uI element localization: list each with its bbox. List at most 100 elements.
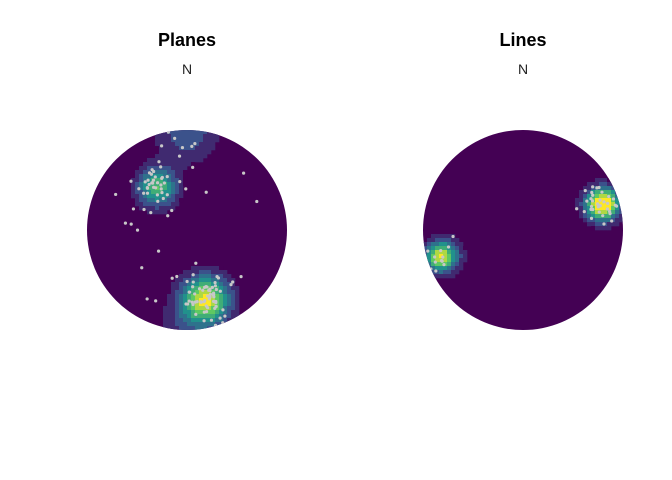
density-cell bbox=[139, 206, 144, 211]
density-cell bbox=[447, 258, 452, 263]
density-cell bbox=[163, 166, 168, 171]
density-cell bbox=[179, 294, 184, 299]
data-point bbox=[589, 197, 593, 201]
density-cell bbox=[231, 310, 236, 315]
density-cell bbox=[619, 210, 623, 215]
density-cell bbox=[179, 298, 184, 303]
density-cell bbox=[599, 178, 604, 183]
density-cell bbox=[167, 142, 172, 147]
density-cell bbox=[171, 190, 176, 195]
density-cell bbox=[139, 166, 144, 171]
density-cell bbox=[603, 218, 608, 223]
density-cell bbox=[195, 266, 200, 271]
density-cell bbox=[163, 198, 168, 203]
chart-title: Planes bbox=[157, 30, 217, 50]
density-cell bbox=[587, 186, 592, 191]
density-cell bbox=[175, 146, 180, 151]
density-cell bbox=[211, 266, 216, 271]
density-cell bbox=[199, 314, 204, 319]
density-cell bbox=[139, 174, 144, 179]
density-cell bbox=[195, 322, 200, 327]
density-cell bbox=[135, 198, 140, 203]
density-cell bbox=[187, 278, 192, 283]
density-cell bbox=[215, 302, 220, 307]
data-point bbox=[160, 191, 164, 195]
density-cell bbox=[175, 322, 180, 327]
density-cell bbox=[163, 314, 168, 319]
density-cell bbox=[175, 310, 180, 315]
density-cell bbox=[207, 322, 212, 327]
density-cell bbox=[203, 278, 208, 283]
density-cell bbox=[155, 142, 160, 147]
data-point bbox=[159, 165, 163, 169]
density-cell bbox=[423, 262, 428, 267]
density-cell bbox=[143, 170, 148, 175]
density-cell bbox=[199, 270, 204, 275]
density-cell bbox=[607, 190, 612, 195]
density-cell bbox=[171, 286, 176, 291]
density-cell bbox=[163, 130, 168, 135]
density-cell bbox=[459, 242, 464, 247]
density-cell bbox=[435, 258, 440, 263]
density-cell bbox=[191, 298, 196, 303]
density-cell bbox=[223, 278, 228, 283]
data-point bbox=[191, 280, 195, 284]
data-point bbox=[255, 199, 259, 204]
data-point bbox=[145, 186, 150, 190]
density-cell bbox=[183, 270, 188, 275]
density-cell bbox=[183, 178, 188, 183]
density-cell bbox=[595, 182, 600, 187]
planes-stereonet bbox=[87, 130, 287, 330]
density-cell bbox=[163, 310, 168, 315]
density-cell bbox=[179, 198, 184, 203]
density-cell bbox=[231, 314, 236, 319]
density-cell bbox=[163, 326, 168, 330]
density-cell bbox=[443, 258, 448, 263]
density-cell bbox=[595, 218, 600, 223]
density-cell bbox=[159, 198, 164, 203]
density-cell bbox=[215, 290, 220, 295]
density-cell bbox=[183, 130, 188, 135]
density-cell bbox=[423, 246, 428, 251]
density-cell bbox=[155, 138, 160, 143]
density-cell bbox=[139, 186, 144, 191]
density-cell bbox=[131, 178, 136, 183]
density-cell bbox=[579, 194, 584, 199]
density-cell bbox=[207, 130, 212, 135]
data-point bbox=[203, 299, 207, 303]
density-cell bbox=[203, 322, 208, 327]
data-point bbox=[221, 321, 225, 325]
density-cell bbox=[611, 218, 616, 223]
density-cell bbox=[431, 254, 436, 259]
density-cell bbox=[615, 214, 620, 219]
density-cell bbox=[179, 274, 184, 279]
density-cell bbox=[215, 134, 220, 139]
density-cell bbox=[615, 190, 620, 195]
density-cell bbox=[155, 178, 160, 183]
density-cell bbox=[211, 146, 216, 151]
density-cell bbox=[167, 186, 172, 191]
density-cell bbox=[199, 150, 204, 155]
density-cell bbox=[223, 302, 228, 307]
data-point bbox=[188, 290, 192, 294]
data-point bbox=[202, 319, 206, 323]
density-cell bbox=[163, 186, 168, 191]
density-cell bbox=[451, 242, 456, 247]
density-cell bbox=[167, 322, 172, 327]
density-cell bbox=[171, 322, 176, 327]
density-cell bbox=[175, 298, 180, 303]
density-cell bbox=[175, 306, 180, 311]
density-cell bbox=[139, 190, 144, 195]
density-cell bbox=[611, 210, 616, 215]
density-cell bbox=[179, 150, 184, 155]
density-cell bbox=[463, 250, 468, 255]
data-point bbox=[589, 216, 594, 220]
density-cell bbox=[223, 290, 228, 295]
density-cell bbox=[167, 198, 172, 203]
density-cell bbox=[227, 274, 232, 279]
density-cell bbox=[159, 138, 164, 143]
data-point bbox=[193, 292, 197, 296]
density-cell bbox=[183, 138, 188, 143]
density-cell bbox=[615, 210, 620, 215]
density-cell bbox=[187, 138, 192, 143]
